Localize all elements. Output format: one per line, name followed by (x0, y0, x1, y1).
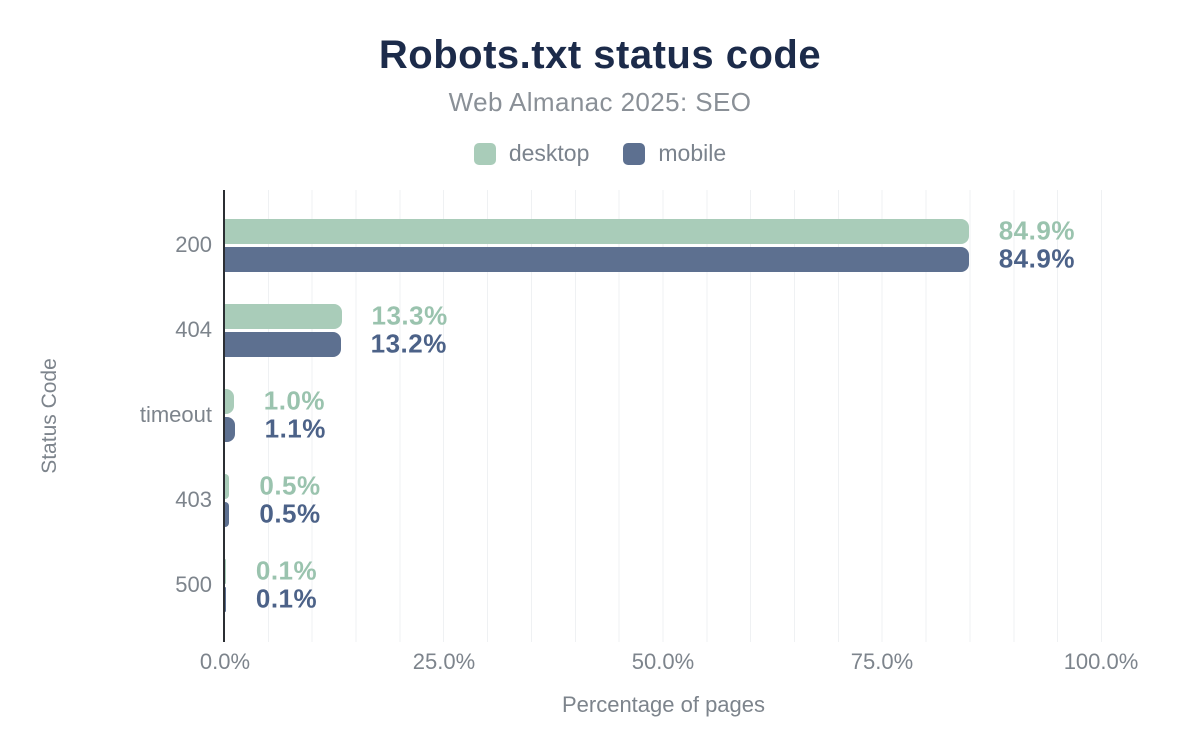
bar-mobile-200[interactable] (225, 246, 969, 272)
value-label-desktop-200: 84.9% (998, 215, 1075, 246)
x-tick-50.0%: 50.0% (631, 649, 695, 674)
bar-mobile-500[interactable] (225, 586, 226, 612)
bar-desktop-timeout[interactable] (225, 388, 234, 414)
chart-subtitle: Web Almanac 2025: SEO (448, 87, 752, 117)
value-label-mobile-403: 0.5% (259, 498, 321, 529)
bar-desktop-500[interactable] (225, 558, 226, 584)
value-label-mobile-timeout: 1.1% (264, 413, 326, 444)
bar-desktop-404[interactable] (225, 303, 342, 329)
bar-mobile-timeout[interactable] (225, 416, 235, 442)
legend-label-mobile: mobile (658, 140, 727, 166)
x-tick-100.0%: 100.0% (1063, 649, 1139, 674)
chart-title: Robots.txt status code (378, 33, 822, 77)
value-label-mobile-500: 0.1% (255, 583, 318, 614)
x-tick-25.0%: 25.0% (412, 649, 476, 674)
bar-mobile-403[interactable] (225, 501, 230, 527)
category-label-404: 404 (175, 317, 212, 342)
category-label-403: 403 (175, 487, 212, 512)
bar-desktop-200[interactable] (225, 218, 969, 244)
x-tick-75.0%: 75.0% (850, 649, 914, 674)
x-axis-ticks: 0.0% 25.0% 50.0% 75.0% 100.0% (200, 649, 1138, 679)
value-label-mobile-404: 13.2% (370, 328, 447, 359)
legend-item-mobile[interactable]: mobile (623, 140, 726, 167)
category-labels: 200 404 timeout 403 500 (0, 0, 212, 742)
value-label-mobile-200: 84.9% (998, 243, 1075, 274)
value-label-desktop-403: 0.5% (259, 470, 321, 501)
legend-item-desktop[interactable]: desktop (473, 140, 590, 167)
bar-mobile-404[interactable] (225, 331, 341, 357)
category-label-200: 200 (175, 232, 212, 257)
plot-area: 84.9% 84.9% 13.3% 13.2% 1.0% 1.1% 0.5% 0.5% 0.1%… (223, 190, 1102, 642)
x-axis-title: Percentage of pages (561, 692, 766, 717)
mobile-swatch (623, 142, 646, 165)
x-tick-0.0%: 0.0% (199, 649, 251, 674)
bar-desktop-403[interactable] (225, 473, 230, 499)
value-label-desktop-500: 0.1% (255, 555, 318, 586)
legend-label-desktop: desktop (508, 140, 590, 166)
desktop-swatch (473, 142, 496, 165)
legend: desktop mobile (0, 140, 1200, 167)
value-label-desktop-404: 13.3% (371, 300, 448, 331)
value-label-desktop-timeout: 1.0% (263, 385, 326, 416)
category-label-500: 500 (175, 572, 212, 597)
y-axis-line (223, 190, 225, 642)
category-label-timeout: timeout (139, 402, 212, 427)
